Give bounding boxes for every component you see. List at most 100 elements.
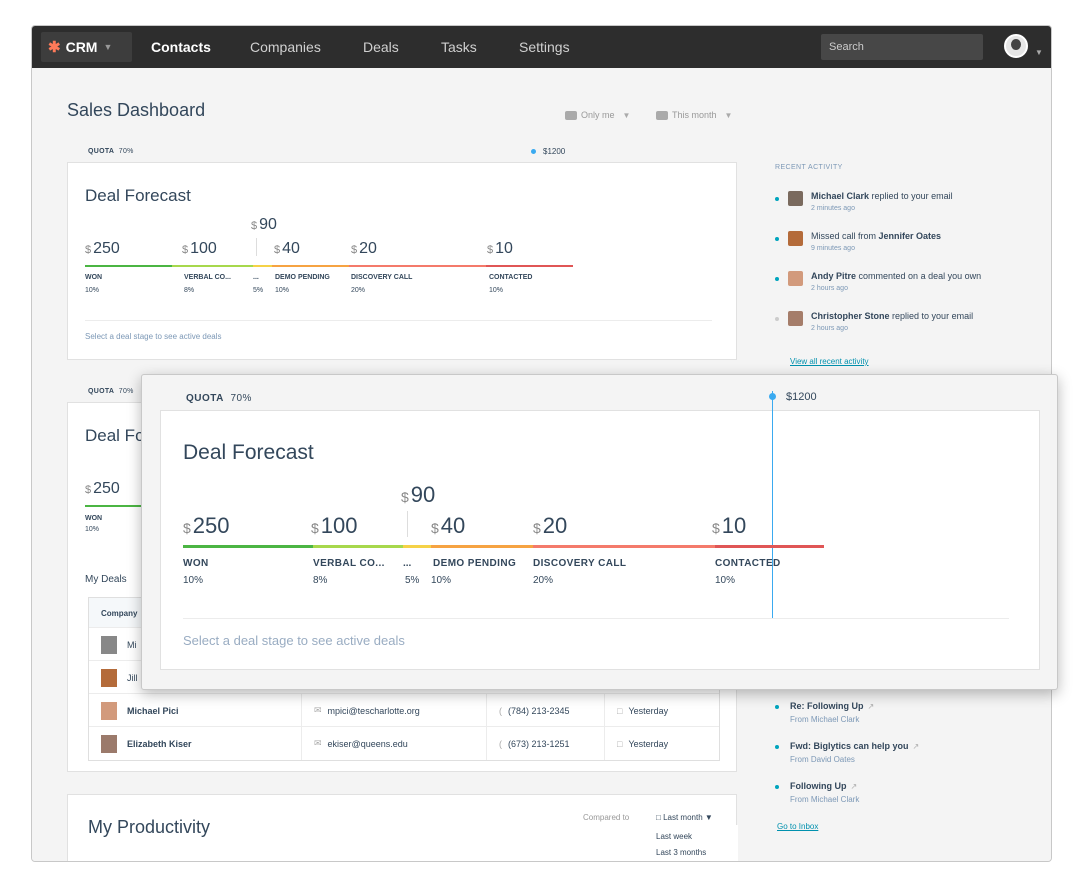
- unread-dot: [775, 237, 779, 241]
- avatar: [788, 231, 803, 246]
- stage-bar-contacted[interactable]: [715, 545, 824, 548]
- view-all-activity-link[interactable]: View all recent activity: [790, 357, 869, 366]
- nav-settings[interactable]: Settings: [519, 39, 570, 55]
- avatar: [101, 668, 117, 687]
- stage-percent: 5%: [253, 287, 264, 294]
- stage-label: WON: [183, 558, 209, 569]
- calendar-icon: □: [617, 738, 623, 749]
- user-avatar[interactable]: [1004, 34, 1028, 58]
- activity-item[interactable]: Missed call from Jennifer Oates 9 minute…: [775, 231, 1015, 271]
- crm-label: CRM: [65, 39, 98, 55]
- last-contact-date: Yesterday: [628, 705, 669, 716]
- activity-item[interactable]: Michael Clark replied to your email 2 mi…: [775, 191, 1015, 231]
- stage-percent: 20%: [533, 575, 554, 586]
- stage-label: ...: [253, 274, 259, 281]
- stage-bar-contacted[interactable]: [486, 265, 573, 267]
- stage-amount[interactable]: $10: [712, 513, 747, 538]
- zoomed-forecast-overlay: QUOTA 70% $1200 Deal Forecast $250 $100 …: [141, 374, 1058, 690]
- stage-bar-other[interactable]: [253, 265, 272, 267]
- contact-phone[interactable]: (784) 213-2345: [508, 705, 570, 716]
- table-row[interactable]: Elizabeth Kiser ✉ ekiser@queens.edu ((673…: [89, 727, 719, 760]
- calendar-icon: [656, 110, 668, 120]
- stage-amount[interactable]: $20: [533, 513, 568, 538]
- stage-amount[interactable]: $40: [274, 240, 300, 257]
- table-row[interactable]: Michael Pici ✉ mpici@tescharlotte.org ((7…: [89, 694, 719, 727]
- stage-amount[interactable]: $100: [311, 513, 358, 538]
- productivity-card: My Productivity Compared to □ Last month…: [67, 794, 738, 861]
- stage-percent: 10%: [431, 575, 452, 586]
- period-dropdown[interactable]: □ Last month ▼: [656, 813, 713, 822]
- unread-dot: [775, 745, 779, 749]
- my-deals-title: My Deals: [85, 574, 127, 585]
- unread-dot: [775, 785, 779, 789]
- stage-percent: 10%: [715, 575, 736, 586]
- stage-bar-discovery[interactable]: [349, 265, 486, 267]
- stage-percent: 8%: [313, 575, 328, 586]
- quota-label: QUOTA 70%: [88, 388, 134, 395]
- inbox-item[interactable]: Following Up ↗ From Michael Clark: [775, 781, 1015, 821]
- contact-email[interactable]: mpici@tescharlotte.org: [327, 705, 420, 716]
- recent-activity-title: RECENT ACTIVITY: [775, 164, 843, 171]
- quota-target-line: [772, 391, 773, 618]
- stage-amount[interactable]: $20: [351, 240, 377, 257]
- chevron-down-icon: ▼: [622, 110, 631, 120]
- stage-bar-demo[interactable]: [431, 545, 533, 548]
- stage-bar-other[interactable]: [403, 545, 431, 548]
- stage-bar-won[interactable]: [85, 265, 172, 267]
- phone-icon: (: [499, 705, 502, 716]
- stage-percent: 5%: [405, 575, 420, 586]
- nav-contacts[interactable]: Contacts: [151, 39, 211, 55]
- stage-amount[interactable]: $250: [85, 240, 120, 257]
- period-dropdown-menu: Last week Last 3 months: [638, 825, 738, 861]
- search-input[interactable]: Search: [821, 34, 983, 60]
- forecast-title: Deal Forecast: [183, 441, 314, 464]
- phone-icon: (: [499, 738, 502, 749]
- forecast-hint: Select a deal stage to see active deals: [183, 633, 405, 648]
- stage-bar-won[interactable]: [183, 545, 313, 548]
- stage-label: DEMO PENDING: [433, 558, 517, 569]
- stage-amount[interactable]: $250: [85, 480, 120, 497]
- stage-bar-verbal[interactable]: [313, 545, 403, 548]
- owner-filter-label: Only me: [581, 110, 615, 120]
- dropdown-option[interactable]: Last 3 months: [656, 848, 707, 857]
- stage-amount[interactable]: $40: [431, 513, 466, 538]
- crm-menu-button[interactable]: ✱ CRM ▼: [41, 32, 132, 62]
- contact-email[interactable]: ekiser@queens.edu: [327, 738, 408, 749]
- stage-amount[interactable]: $250: [183, 513, 230, 538]
- stage-amount[interactable]: $90: [251, 216, 277, 233]
- avatar: [788, 191, 803, 206]
- nav-tasks[interactable]: Tasks: [441, 39, 477, 55]
- activity-item[interactable]: Andy Pitre commented on a deal you own 2…: [775, 271, 1015, 311]
- stage-bar-verbal[interactable]: [172, 265, 253, 267]
- page-title: Sales Dashboard: [67, 100, 206, 120]
- stage-amount[interactable]: $10: [487, 240, 513, 257]
- activity-item[interactable]: Christopher Stone replied to your email …: [775, 311, 1015, 351]
- stage-label: DISCOVERY CALL: [351, 274, 413, 281]
- owner-filter[interactable]: Only me ▼: [565, 110, 630, 120]
- stage-bar-demo[interactable]: [272, 265, 349, 267]
- chevron-down-icon[interactable]: ▼: [1035, 48, 1043, 57]
- nav-deals[interactable]: Deals: [363, 39, 399, 55]
- stage-amount[interactable]: $90: [401, 482, 436, 507]
- external-link-icon: ↗: [912, 742, 920, 751]
- period-filter[interactable]: This month ▼: [656, 110, 732, 120]
- stage-label: DISCOVERY CALL: [533, 558, 627, 569]
- contact-phone[interactable]: (673) 213-1251: [508, 738, 570, 749]
- stage-bar-won[interactable]: [85, 505, 145, 507]
- period-filter-label: This month: [672, 110, 717, 120]
- stage-label: CONTACTED: [715, 558, 781, 569]
- divider: [183, 618, 1009, 619]
- inbox-item[interactable]: Re: Following Up ↗ From Michael Clark: [775, 701, 1015, 741]
- go-to-inbox-link[interactable]: Go to Inbox: [777, 822, 819, 831]
- quota-label: QUOTA 70%: [186, 393, 252, 404]
- top-nav: ✱ CRM ▼ Contacts Companies Deals Tasks S…: [32, 26, 1051, 68]
- table-row[interactable]: Jill: [89, 661, 719, 694]
- dropdown-option[interactable]: Last week: [656, 832, 693, 841]
- column-header[interactable]: Company: [101, 608, 138, 618]
- nav-companies[interactable]: Companies: [250, 39, 321, 55]
- stage-amount[interactable]: $100: [182, 240, 217, 257]
- stage-bar-discovery[interactable]: [533, 545, 715, 548]
- forecast-hint: Select a deal stage to see active deals: [85, 332, 222, 341]
- productivity-title: My Productivity: [88, 817, 211, 837]
- inbox-item[interactable]: Fwd: Biglytics can help you ↗ From David …: [775, 741, 1015, 781]
